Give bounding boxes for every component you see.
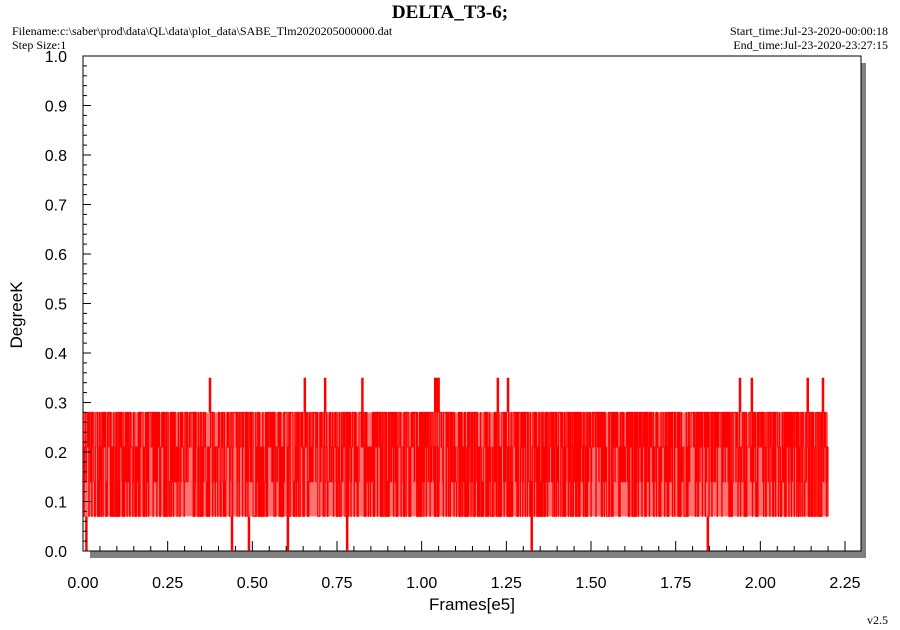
x-tick-label: 1.00 <box>406 575 437 592</box>
version-label: v2.5 <box>867 613 888 627</box>
end-time-label: End_time:Jul-23-2020-23:27:15 <box>733 38 888 52</box>
y-tick-label: 0.9 <box>45 99 67 116</box>
y-tick-label: 0.8 <box>45 148 67 165</box>
x-tick-label: 1.50 <box>575 575 606 592</box>
y-tick-label: 0.1 <box>45 495 67 512</box>
series-layer <box>82 377 829 551</box>
y-tick-label: 0.5 <box>45 297 67 314</box>
y-axis-label: DegreeK <box>7 281 26 349</box>
y-tick-label: 0.2 <box>45 445 67 462</box>
y-tick-label: 0.6 <box>45 247 67 264</box>
y-tick-label: 0.7 <box>45 198 67 215</box>
x-tick-label: 1.25 <box>491 575 522 592</box>
x-tick-label: 1.75 <box>660 575 691 592</box>
x-tick-label: 0.75 <box>321 575 352 592</box>
axis-layer: 0.0 0.1 0.2 0.3 0.4 0.5 0.6 0.7 0.8 0.9 1.0 0.00 0.2… <box>45 49 861 592</box>
y-tick-label: 1.0 <box>45 49 67 66</box>
x-tick-label: 2.00 <box>745 575 776 592</box>
step-size-label: Step Size:1 <box>12 38 67 52</box>
x-tick-label: 0.00 <box>67 575 98 592</box>
x-axis-label: Frames[e5] <box>429 595 515 614</box>
x-tick-label: 0.50 <box>237 575 268 592</box>
x-tick-label: 2.25 <box>829 575 860 592</box>
series-density-band <box>83 412 829 517</box>
chart-title: DELTA_T3-6; <box>391 2 509 23</box>
filename-label: Filename:c:\saber\prod\data\QL\data\plot… <box>12 24 393 38</box>
start-time-label: Start_time:Jul-23-2020-00:00:18 <box>730 24 888 38</box>
y-tick-label: 0.0 <box>45 544 67 561</box>
x-tick-label: 0.25 <box>152 575 183 592</box>
y-tick-label: 0.3 <box>45 396 67 413</box>
y-tick-label: 0.4 <box>45 346 67 363</box>
